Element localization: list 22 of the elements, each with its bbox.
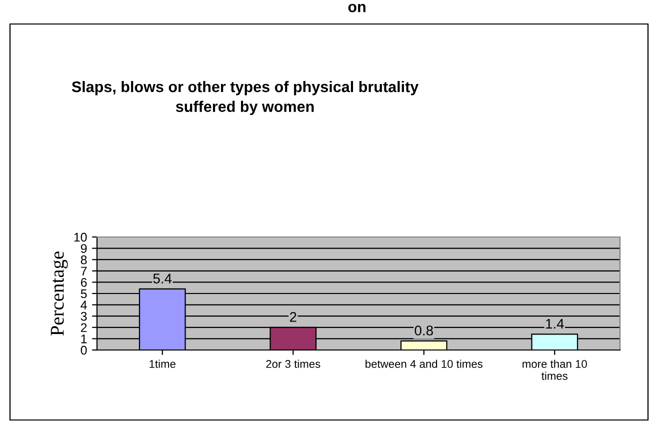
y-tick-label: 5 xyxy=(80,289,87,298)
x-tick-label: 1time xyxy=(150,360,176,368)
data-label: 5.4 xyxy=(153,274,172,284)
x-tick-label: more than 10 times xyxy=(522,360,587,380)
data-label: 0.8 xyxy=(414,326,433,336)
text: on xyxy=(348,4,366,12)
y-tick-label: 1 xyxy=(81,334,87,344)
data-label: 1.4 xyxy=(546,318,564,329)
y-tick-label: 2 xyxy=(80,323,87,332)
data-label: 2 xyxy=(290,312,296,322)
x-tick-label: between 4 and 10 times xyxy=(366,360,482,368)
y-tick-label: 10 xyxy=(74,232,87,242)
y-tick-label: 6 xyxy=(80,278,87,287)
y-tick-label: 9 xyxy=(80,244,87,253)
y-tick-label: 8 xyxy=(80,255,87,264)
chart-title: Slaps, blows or other types of physical brutality suffered by women xyxy=(72,80,419,116)
y-tick-label: 3 xyxy=(80,312,87,321)
y-tick-label: 7 xyxy=(80,266,87,276)
y-axis-title: Percentage xyxy=(50,252,68,336)
x-tick-label: 2or 3 times xyxy=(266,360,320,368)
y-tick-label: 4 xyxy=(80,300,87,310)
y-tick-label: 0 xyxy=(80,346,87,355)
